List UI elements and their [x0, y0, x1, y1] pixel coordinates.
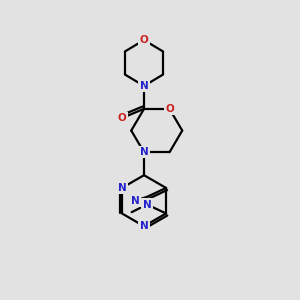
Text: N: N	[118, 183, 126, 193]
Text: N: N	[130, 196, 139, 206]
Text: O: O	[118, 113, 127, 123]
Text: O: O	[140, 35, 148, 45]
Text: N: N	[142, 200, 151, 209]
Text: N: N	[140, 147, 148, 157]
Text: N: N	[140, 221, 148, 231]
Text: O: O	[165, 104, 174, 114]
Text: N: N	[140, 81, 148, 91]
